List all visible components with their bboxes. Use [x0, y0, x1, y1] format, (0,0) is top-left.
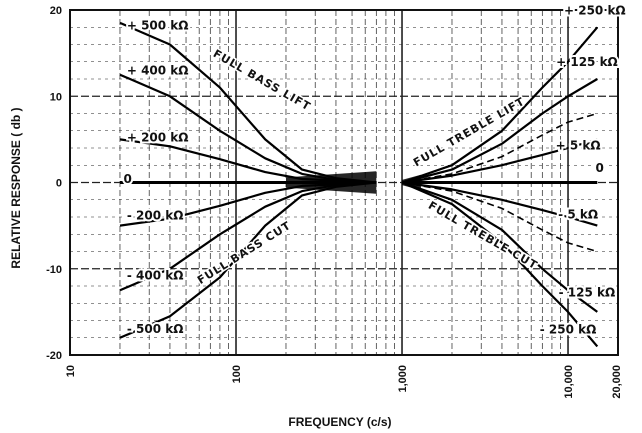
bass-curve-label: + 200 kΩ	[127, 131, 189, 145]
bass-curve	[119, 21, 377, 184]
bass-curve-label: + 400 kΩ	[127, 63, 189, 77]
response-curves	[119, 21, 599, 348]
x-tick-label: 20,000	[611, 365, 623, 399]
curve-labels: + 500 kΩ + 400 kΩ + 200 kΩ 0 - 200 kΩ - 400 k…	[121, 1, 627, 338]
treble-curve-label: 0	[595, 161, 603, 175]
treble-curve-label: + 5 kΩ	[556, 139, 601, 153]
bass-convergence-band	[285, 171, 377, 194]
treble-curve	[401, 181, 598, 313]
treble-curve-label: + 250 kΩ	[564, 3, 626, 17]
treble-curve	[401, 181, 599, 348]
treble-dashed-curve	[401, 181, 598, 253]
bass-curve-label: 0	[123, 172, 131, 186]
band-annotation: FULL TREBLE CUT	[426, 199, 540, 272]
bass-curve-label: - 200 kΩ	[127, 208, 184, 222]
y-tick-label: 20	[50, 5, 62, 17]
y-tick-label: -20	[46, 350, 62, 362]
band-annotation: FULL BASS CUT	[195, 219, 293, 287]
x-axis-title: FREQUENCY (c/s)	[288, 415, 391, 429]
treble-curve-label: - 5 kΩ	[558, 208, 598, 222]
bass-curve-label: - 500 kΩ	[127, 322, 184, 336]
band-annotation: FULL BASS LIFT	[211, 47, 313, 114]
x-tick-label: 10	[65, 365, 77, 377]
bass-curve-label: + 500 kΩ	[127, 19, 189, 33]
bass-curve-label: - 400 kΩ	[127, 269, 184, 283]
y-axis-title: RELATIVE RESPONSE ( db )	[9, 107, 23, 268]
treble-convergence-band	[402, 174, 421, 191]
x-tick-label: 100	[231, 365, 243, 383]
bass-curve	[119, 181, 377, 339]
treble-dashed-curve	[401, 112, 598, 184]
y-tick-label: 10	[50, 91, 62, 103]
treble-curve	[401, 138, 598, 184]
band-annotation: FULL TREBLE LIFT	[411, 95, 527, 170]
x-tick-label: 1,000	[397, 365, 409, 393]
treble-curve-label: - 250 kΩ	[540, 322, 597, 336]
treble-curve	[401, 78, 598, 184]
treble-curve	[401, 181, 598, 227]
treble-curve-label: - 125 kΩ	[559, 285, 616, 299]
plot-frame	[69, 9, 619, 356]
x-tick-label: 10,000	[563, 365, 575, 399]
y-tick-label: -10	[46, 264, 62, 276]
treble-curve-label: + 125 kΩ	[556, 55, 618, 69]
y-tick-label: 0	[56, 178, 62, 190]
treble-curve	[401, 26, 599, 184]
